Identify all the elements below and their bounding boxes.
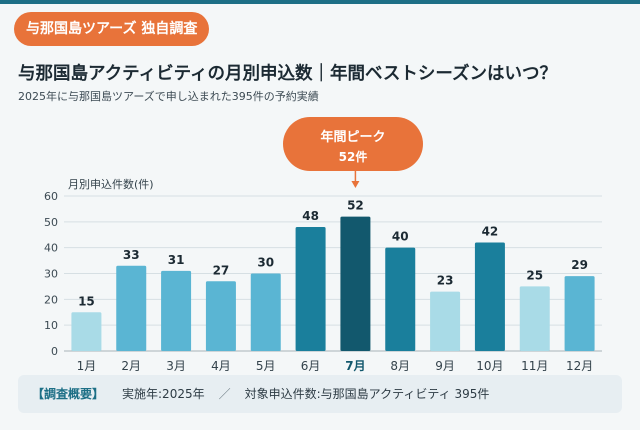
x-tick-label: 5月 [256, 359, 276, 373]
bar-value-label: 42 [482, 225, 499, 239]
survey-badge: 与那国島ツアーズ 独自調査 [14, 12, 210, 46]
x-tick-label: 1月 [77, 359, 97, 373]
x-tick-label: 9月 [435, 359, 455, 373]
bar [71, 312, 102, 351]
bar-value-label: 31 [168, 253, 185, 267]
summary-count: 対象申込件数:与那国島アクティビティ 395件 [244, 387, 490, 401]
bar-value-label: 48 [302, 209, 319, 223]
bar-value-label: 52 [347, 199, 364, 213]
peak-callout-label: 年間ピーク [320, 130, 386, 145]
x-tick-label: 2月 [121, 359, 141, 373]
x-tick-label: 6月 [301, 359, 321, 373]
bar [205, 281, 236, 351]
y-tick-label: 20 [44, 293, 58, 306]
y-tick-label: 10 [44, 319, 58, 332]
bar [519, 286, 550, 351]
peak-callout-value: 52件 [338, 150, 368, 164]
x-tick-label: 8月 [390, 359, 410, 373]
bar [430, 291, 461, 351]
bar [340, 216, 371, 351]
peak-pointer-arrow [351, 181, 360, 188]
y-tick-label: 40 [44, 242, 58, 255]
y-tick-label: 30 [44, 268, 58, 281]
bar-value-label: 15 [78, 294, 95, 308]
bar-value-label: 25 [526, 268, 543, 282]
bar [295, 227, 326, 351]
x-tick-label: 11月 [521, 359, 548, 373]
bar [250, 273, 281, 351]
bar-value-label: 29 [571, 258, 588, 272]
page-title: 与那国島アクティビティの月別申込数｜年間ベストシーズンはいつ？ [18, 64, 557, 84]
bar [116, 265, 147, 351]
bar-value-label: 27 [213, 263, 230, 277]
summary-heading: 【調査概要】 [32, 387, 105, 401]
y-tick-label: 50 [44, 216, 58, 229]
bar-value-label: 30 [257, 256, 274, 270]
summary-year: 実施年:2025年 [122, 387, 205, 401]
survey-summary: 【調査概要】 実施年:2025年 ／ 対象申込件数:与那国島アクティビティ 395件 [18, 375, 622, 413]
x-tick-label: 4月 [211, 359, 231, 373]
x-tick-label: 10月 [476, 359, 503, 373]
bar-value-label: 40 [392, 230, 409, 244]
peak-callout: 年間ピーク 52件 [283, 117, 423, 171]
y-axis-label: 月別申込件数(件) [68, 178, 154, 191]
x-tick-label: 12月 [566, 359, 593, 373]
bar [474, 242, 505, 351]
bar [385, 247, 416, 351]
page-subtitle: 2025年に与那国島ツアーズで申し込まれた395件の予約実績 [18, 90, 319, 103]
bar [564, 276, 595, 351]
bar [161, 270, 192, 351]
bar-value-label: 33 [123, 248, 140, 262]
y-tick-label: 60 [44, 190, 58, 203]
y-tick-label: 0 [51, 345, 58, 358]
x-tick-label: 7月 [345, 359, 365, 373]
top-accent-bar [0, 0, 640, 4]
x-tick-label: 3月 [166, 359, 186, 373]
summary-separator: ／ [218, 387, 231, 401]
bar-value-label: 23 [437, 274, 454, 288]
